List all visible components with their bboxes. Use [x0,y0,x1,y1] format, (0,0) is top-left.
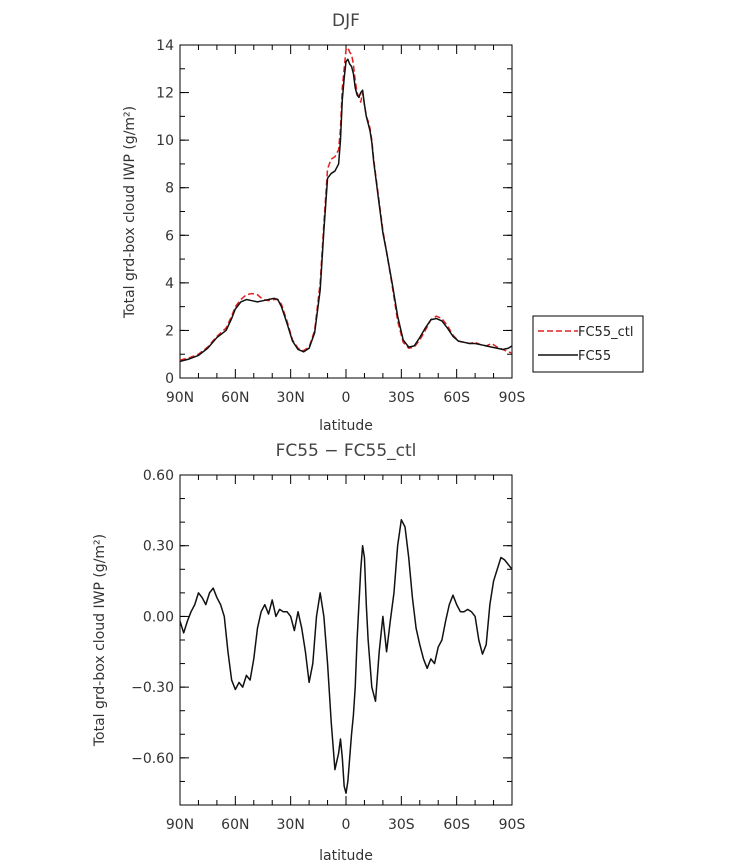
bottom-x-tick-label: 60S [443,817,470,833]
bottom-chart-title: FC55 − FC55_ctl [276,441,417,461]
bottom-x-tick-label: 0 [342,817,351,833]
top-y-tick-label: 4 [165,276,174,292]
top-y-tick-label: 12 [156,86,174,102]
legend-label-fc55-ctl: FC55_ctl [578,325,633,340]
bottom-chart: FC55 − FC55_ctl 90N 60N 30N 0 30S 60S 90S −0.60… [92,441,525,864]
top-series [179,46,513,363]
bottom-x-tick-label: 30S [388,817,415,833]
top-plot-frame [179,44,513,379]
top-x-tick-label: 90N [166,390,194,406]
bottom-x-axis-label: latitude [319,848,373,864]
top-y-tick-label: 10 [156,133,174,149]
bottom-series [179,519,513,794]
top-y-tick-label: 2 [165,323,174,339]
top-series-line-fc55-ctl [179,46,513,361]
bottom-y-tick-label: 0.60 [143,468,174,484]
bottom-y-axis-label: Total grd-box cloud IWP (g/m²) [92,534,108,747]
bottom-y-tick-label: 0.00 [143,609,174,625]
bottom-x-tick-label: 30N [277,817,305,833]
legend-label-fc55: FC55 [578,349,611,364]
top-ticks: 90N 60N 30N 0 30S 60S 90S 0 2 4 6 8 10 12 14 [156,38,525,406]
bottom-plot-frame [179,474,513,806]
legend-box [532,315,644,373]
bottom-x-tick-label: 90S [499,817,526,833]
bottom-series-line-difference [179,519,513,794]
top-chart: DJF 90N 60N 30N 0 30S 60S 90S 0 2 4 6 8 10 12 14 latit… [122,11,644,434]
bottom-y-tick-label: −0.60 [131,751,174,767]
top-x-tick-label: 60N [221,390,249,406]
bottom-y-tick-label: −0.30 [131,680,174,696]
top-y-tick-label: 8 [165,181,174,197]
bottom-y-tick-label: 0.30 [143,539,174,555]
top-chart-title: DJF [332,11,360,31]
legend: FC55_ctl FC55 [532,315,644,373]
bottom-x-tick-label: 90N [166,817,194,833]
bottom-x-tick-label: 60N [221,817,249,833]
top-y-tick-label: 6 [165,228,174,244]
top-y-tick-label: 14 [156,38,174,54]
top-y-axis-label: Total grd-box cloud IWP (g/m²) [122,106,138,319]
bottom-ticks: 90N 60N 30N 0 30S 60S 90S −0.60 −0.30 0.00 0.30 0.6… [131,468,525,833]
top-x-tick-label: 60S [443,390,470,406]
top-x-tick-label: 90S [499,390,526,406]
top-x-tick-label: 30N [277,390,305,406]
top-series-line-fc55 [179,58,513,363]
top-x-axis-label: latitude [319,418,373,434]
top-y-tick-label: 0 [165,371,174,387]
top-x-tick-label: 30S [388,390,415,406]
top-x-tick-label: 0 [342,390,351,406]
